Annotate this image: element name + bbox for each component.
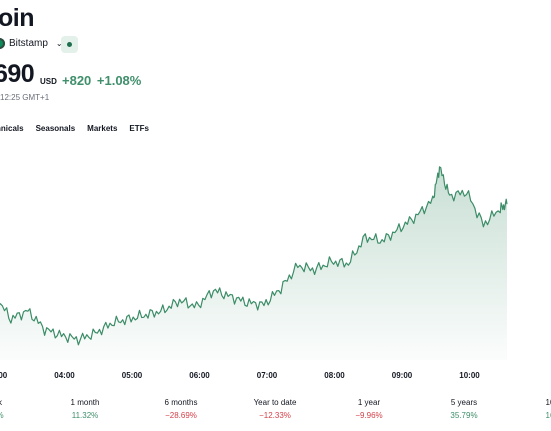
last-price: 690 xyxy=(0,60,35,88)
price-line xyxy=(0,166,508,346)
x-tick-label: 06:00 xyxy=(189,371,210,380)
tab-technicals[interactable]: nnicals xyxy=(0,124,24,133)
x-tick-label: 08:00 xyxy=(324,371,345,380)
period-week[interactable]: k % xyxy=(0,398,45,420)
price-chart[interactable]: 03:00 04:00 05:00 06:00 07:00 08:00 09:00 10:00 xyxy=(0,145,551,390)
exchange-name: Bitstamp xyxy=(9,38,48,49)
period-label: 5 years xyxy=(450,398,478,407)
x-tick-label: 07:00 xyxy=(257,371,278,380)
chevron-down-icon: ⌄ xyxy=(55,39,63,48)
period-label: 6 months xyxy=(164,398,198,407)
symbol-tabs: nnicals Seasonals Markets ETFs xyxy=(0,124,149,133)
period-label: 1 month xyxy=(70,398,100,407)
x-tick-label: 10:00 xyxy=(459,371,480,380)
period-label: Year to date xyxy=(253,398,297,407)
x-tick-label: 09:00 xyxy=(392,371,413,380)
period-value: −28.69% xyxy=(165,411,197,420)
tab-seasonals[interactable]: Seasonals xyxy=(35,124,76,133)
exchange-selector[interactable]: Bitstamp ⌄ xyxy=(0,38,63,49)
price-timestamp: 12:25 GMT+1 xyxy=(0,93,50,102)
period-10-years[interactable]: 10 16 xyxy=(505,398,551,420)
period-label: 10 xyxy=(545,398,551,407)
x-tick-label: 04:00 xyxy=(54,371,75,380)
period-value: % xyxy=(0,411,45,420)
price-area-fill xyxy=(0,166,507,360)
period-1-month[interactable]: 1 month 11.32% xyxy=(40,398,130,420)
period-1-year[interactable]: 1 year −9.96% xyxy=(324,398,414,420)
status-dot-icon xyxy=(67,42,72,47)
period-label: k xyxy=(0,398,2,407)
period-value: −12.33% xyxy=(259,411,291,420)
symbol-title: oin xyxy=(0,4,35,32)
period-value: 35.79% xyxy=(450,411,478,420)
period-label: 1 year xyxy=(357,398,381,407)
market-status-badge[interactable] xyxy=(61,36,78,53)
bitstamp-logo-icon xyxy=(0,38,5,49)
performance-periods: k % 1 month 11.32% 6 months −28.69% Year… xyxy=(0,398,551,431)
period-ytd[interactable]: Year to date −12.33% xyxy=(230,398,320,420)
price-change: +820 +1.08% xyxy=(62,73,142,88)
tab-markets[interactable]: Markets xyxy=(87,124,118,133)
period-value: 16 xyxy=(545,411,551,420)
period-5-years[interactable]: 5 years 35.79% xyxy=(419,398,509,420)
period-6-months[interactable]: 6 months −28.69% xyxy=(136,398,226,420)
x-tick-label: 03:00 xyxy=(0,371,8,380)
tab-etfs[interactable]: ETFs xyxy=(129,124,149,133)
x-tick-label: 05:00 xyxy=(122,371,143,380)
period-value: 11.32% xyxy=(71,411,99,420)
period-value: −9.96% xyxy=(355,411,383,420)
price-currency: USD xyxy=(40,77,57,86)
